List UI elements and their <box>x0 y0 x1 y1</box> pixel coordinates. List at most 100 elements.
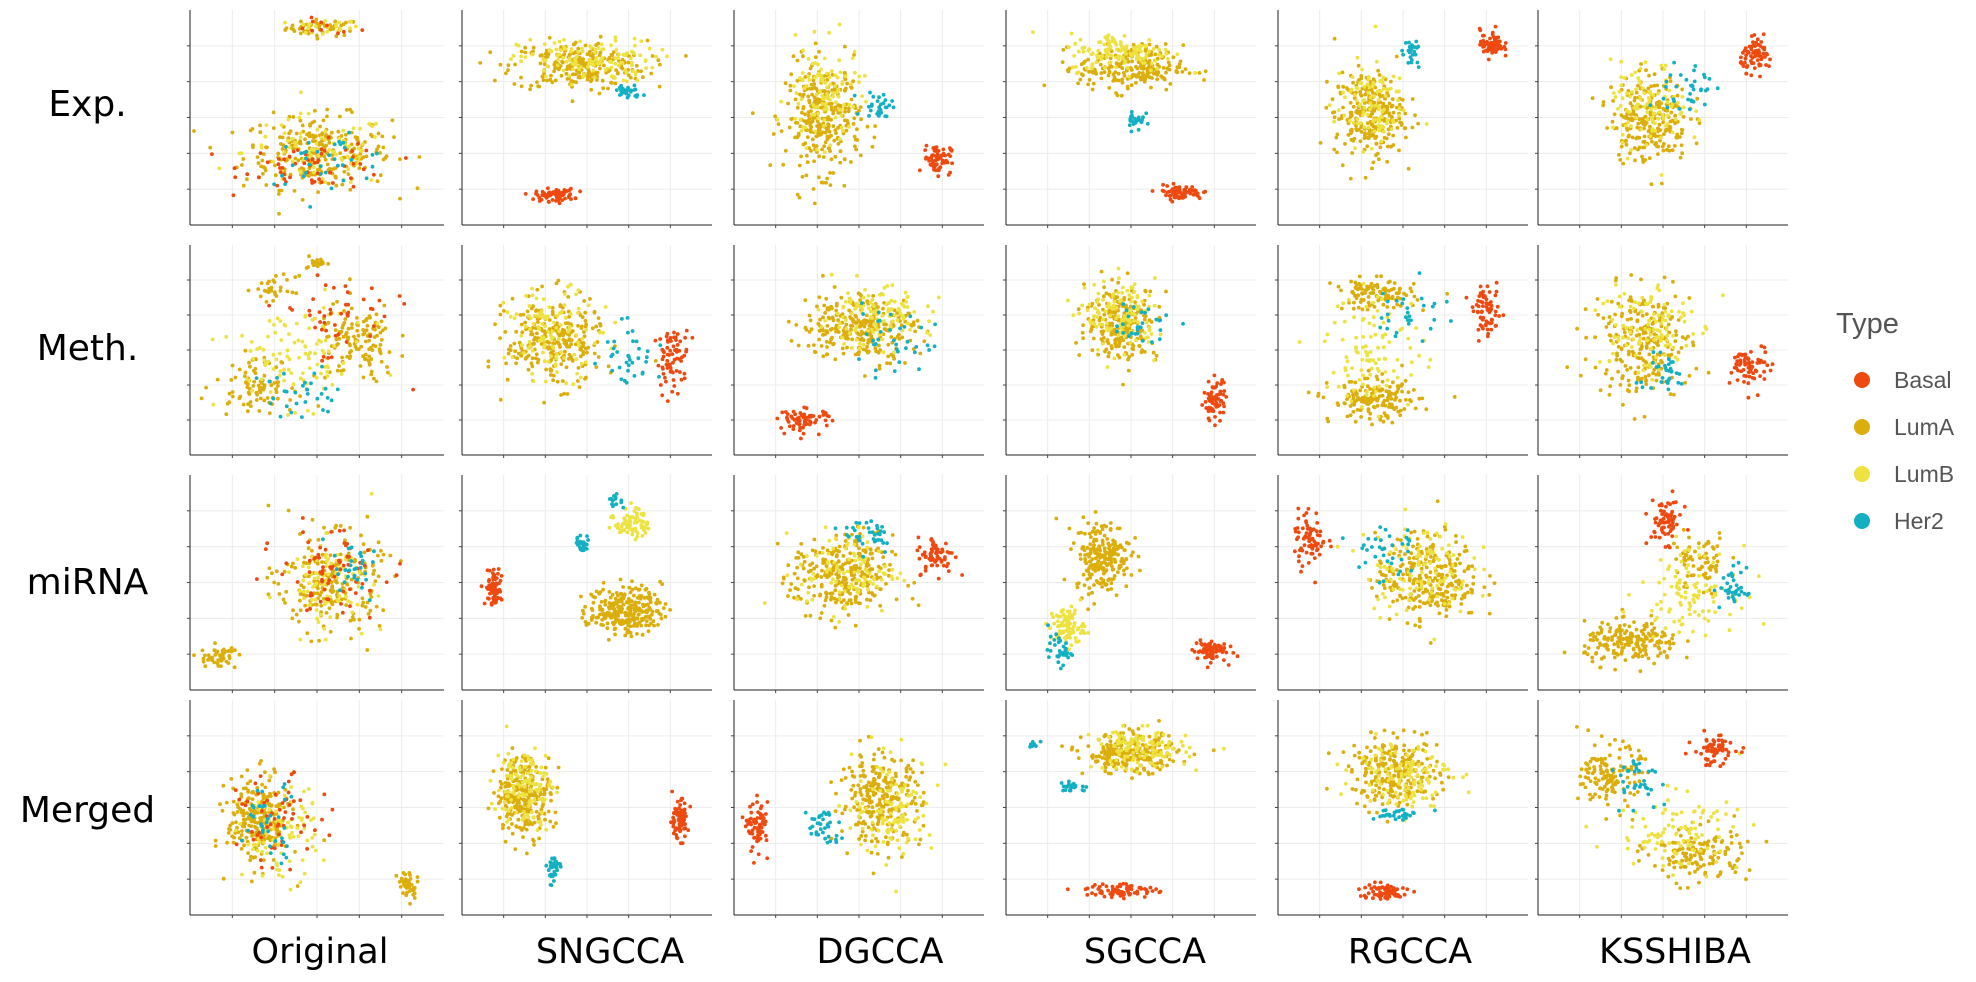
point-lumb <box>1362 84 1367 89</box>
point-luma <box>504 71 508 76</box>
point-basal <box>322 314 327 318</box>
point-lumb <box>839 125 844 130</box>
point-lumb <box>1391 120 1396 125</box>
point-lumb <box>1616 106 1620 111</box>
point-luma <box>398 157 402 162</box>
point-her2 <box>370 152 375 157</box>
point-basal <box>928 162 933 167</box>
point-her2 <box>1699 88 1703 93</box>
point-luma <box>294 291 299 296</box>
point-her2 <box>278 414 283 419</box>
point-lumb <box>294 144 298 149</box>
point-lumb <box>355 320 360 325</box>
point-luma <box>1153 52 1158 57</box>
point-luma <box>570 99 575 104</box>
point-her2 <box>1678 73 1683 77</box>
point-luma <box>269 383 274 388</box>
point-lumb <box>303 314 308 319</box>
point-her2 <box>1415 45 1419 50</box>
point-her2 <box>857 357 861 361</box>
point-luma <box>794 323 799 327</box>
point-luma <box>825 339 829 344</box>
point-lumb <box>812 112 817 117</box>
point-lumb <box>298 170 303 175</box>
point-luma <box>844 128 849 133</box>
point-basal <box>554 199 558 203</box>
point-basal <box>1168 197 1173 202</box>
point-luma <box>379 319 384 324</box>
point-luma <box>1168 82 1173 86</box>
point-luma <box>1612 112 1617 117</box>
point-lumb <box>1358 81 1362 85</box>
point-luma <box>1100 332 1105 336</box>
point-basal <box>397 294 402 298</box>
point-her2 <box>275 376 279 380</box>
point-lumb <box>311 165 316 170</box>
point-luma <box>553 78 558 83</box>
point-luma <box>313 108 317 113</box>
point-lumb <box>837 107 842 112</box>
point-luma <box>1391 133 1395 138</box>
point-her2 <box>1121 302 1126 306</box>
point-lumb <box>576 50 581 54</box>
point-luma <box>1403 126 1408 131</box>
point-lumb <box>643 59 648 63</box>
point-luma <box>528 87 532 92</box>
point-luma <box>256 161 261 166</box>
point-luma <box>1102 294 1106 299</box>
point-luma <box>542 62 547 67</box>
point-her2 <box>609 354 614 359</box>
point-lumb <box>337 20 341 25</box>
point-lumb <box>863 73 867 78</box>
point-luma <box>290 386 295 390</box>
point-her2 <box>868 108 873 113</box>
point-basal <box>1203 400 1208 404</box>
point-lumb <box>1620 140 1625 145</box>
point-luma <box>326 181 331 186</box>
point-luma <box>334 34 339 39</box>
point-luma <box>519 84 524 89</box>
point-luma <box>298 118 303 123</box>
point-lumb <box>1140 299 1144 304</box>
point-luma <box>560 59 564 64</box>
point-lumb <box>286 117 291 122</box>
point-lumb <box>802 86 807 91</box>
point-lumb <box>1138 57 1143 62</box>
point-luma <box>561 333 565 338</box>
point-basal <box>1764 63 1768 67</box>
point-luma <box>1356 63 1361 68</box>
point-luma <box>1087 69 1091 74</box>
point-basal <box>797 418 802 423</box>
point-basal <box>1496 35 1501 40</box>
point-luma <box>824 180 828 185</box>
point-lumb <box>1149 61 1154 66</box>
point-luma <box>1139 350 1144 355</box>
point-luma <box>602 63 606 68</box>
point-lumb <box>623 53 628 58</box>
point-luma <box>368 315 372 320</box>
point-luma <box>310 120 315 125</box>
point-her2 <box>634 339 639 344</box>
point-luma <box>1105 338 1110 342</box>
point-her2 <box>268 401 273 406</box>
point-luma <box>561 337 566 342</box>
point-her2 <box>631 339 635 344</box>
point-luma <box>810 86 815 91</box>
point-luma <box>292 29 297 33</box>
point-lumb <box>798 76 802 81</box>
point-luma <box>325 114 329 119</box>
point-lumb <box>356 146 361 151</box>
point-luma <box>815 97 820 101</box>
point-lumb <box>814 147 819 152</box>
point-luma <box>348 343 352 348</box>
point-lumb <box>278 319 283 323</box>
point-lumb <box>1122 352 1127 357</box>
point-lumb <box>325 29 330 34</box>
point-luma <box>656 58 661 63</box>
point-luma <box>864 318 869 323</box>
point-basal <box>282 177 287 181</box>
point-lumb <box>1645 110 1650 114</box>
point-luma <box>1074 341 1078 345</box>
point-luma <box>830 315 835 320</box>
point-lumb <box>1066 45 1071 50</box>
